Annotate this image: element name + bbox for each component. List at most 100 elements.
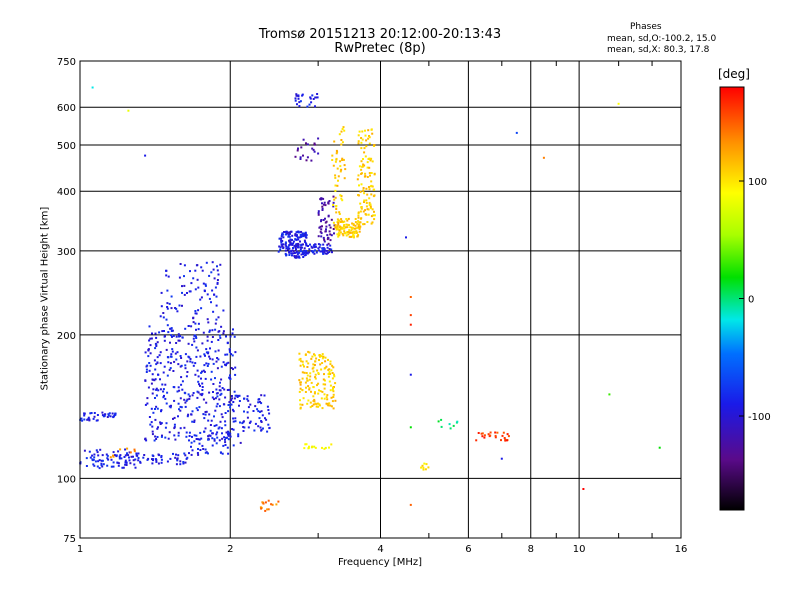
data-point (332, 204, 335, 206)
data-point (173, 423, 176, 426)
data-point (201, 386, 204, 388)
data-point (190, 413, 193, 416)
data-point (215, 405, 218, 408)
data-point (124, 448, 127, 451)
data-point (155, 460, 158, 463)
data-point (362, 158, 364, 160)
x-tick-label: 4 (377, 544, 383, 555)
data-point (214, 286, 217, 289)
data-point (302, 138, 305, 141)
data-point (291, 249, 294, 252)
data-point (145, 368, 148, 371)
data-point (296, 103, 298, 106)
data-point (352, 227, 354, 230)
data-point (156, 356, 159, 359)
data-point (208, 355, 211, 358)
data-point (101, 465, 104, 468)
data-point (212, 268, 215, 271)
data-point (173, 427, 176, 430)
data-point (316, 369, 319, 372)
data-point (278, 245, 281, 248)
data-point (257, 398, 260, 401)
data-point (427, 466, 430, 469)
data-point (318, 403, 321, 406)
data-point (309, 243, 311, 246)
data-point (371, 185, 374, 188)
data-point (307, 350, 310, 353)
data-point (295, 235, 298, 238)
data-point (224, 441, 227, 444)
data-point (167, 275, 170, 278)
data-point (298, 358, 301, 361)
data-point (125, 464, 128, 466)
data-point (93, 453, 96, 456)
data-point (215, 424, 218, 427)
data-point (170, 295, 173, 298)
data-point (363, 201, 365, 203)
data-point (196, 349, 199, 352)
data-point (183, 293, 186, 296)
data-point (421, 464, 424, 467)
data-point (160, 456, 163, 459)
data-point (372, 214, 375, 217)
data-point (181, 304, 183, 307)
data-point (248, 421, 251, 424)
data-point (297, 97, 300, 100)
data-point (146, 364, 149, 367)
data-point (306, 143, 309, 146)
data-point (357, 226, 360, 229)
data-point (247, 426, 250, 429)
data-point (371, 208, 374, 211)
data-point (309, 97, 312, 100)
data-point (318, 389, 320, 392)
data-point (327, 358, 329, 361)
data-point (304, 254, 307, 256)
data-point (176, 390, 179, 393)
data-point (159, 388, 162, 391)
data-point (183, 264, 186, 267)
data-point (188, 395, 191, 398)
data-point (340, 220, 343, 223)
data-point (88, 450, 91, 453)
data-point (196, 264, 199, 267)
data-point (201, 370, 203, 373)
data-point (329, 384, 332, 387)
data-point (198, 438, 201, 441)
data-point (311, 355, 314, 358)
data-point (268, 412, 271, 415)
data-point (337, 219, 340, 222)
data-point (321, 202, 323, 205)
data-point (359, 190, 362, 193)
data-point (323, 240, 326, 243)
data-point (452, 424, 455, 427)
data-point (111, 412, 114, 415)
data-point (336, 151, 339, 154)
axis-ticks: 1 2 4 6 8 10 16 75 100 200 300 400 500 600 750 (57, 57, 687, 555)
x-tick-label: 1 (77, 544, 83, 555)
data-point (349, 231, 352, 234)
data-point (373, 188, 376, 191)
data-point (314, 391, 316, 394)
data-point (299, 387, 302, 390)
data-point (193, 421, 196, 423)
data-point (237, 394, 240, 397)
data-point (658, 446, 661, 449)
data-point (155, 336, 158, 339)
data-point (284, 241, 287, 244)
data-point (186, 456, 189, 459)
data-point (317, 235, 320, 238)
data-point (343, 220, 346, 223)
data-point (93, 464, 96, 467)
data-point (226, 341, 229, 344)
data-point (238, 404, 240, 407)
data-point (214, 322, 217, 325)
data-point (189, 358, 192, 360)
data-point (148, 325, 151, 328)
data-point (162, 316, 165, 319)
data-point (288, 239, 290, 242)
data-point (159, 351, 162, 354)
data-point (188, 431, 191, 434)
data-point (214, 377, 216, 380)
data-point (368, 136, 371, 139)
